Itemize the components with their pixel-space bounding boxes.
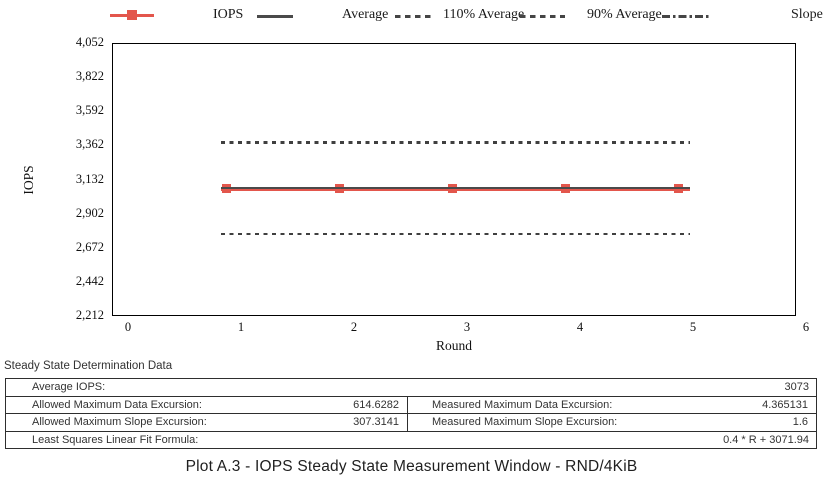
cell-value: 614.6282 <box>353 398 399 411</box>
110-average-line <box>220 141 690 144</box>
x-tick-label: 1 <box>237 320 245 334</box>
y-tick-label: 2,902 <box>75 205 104 220</box>
y-tick-label: 3,132 <box>75 171 104 186</box>
cell-value: 1.6 <box>792 416 808 428</box>
y-tick-label: 3,362 <box>75 137 104 152</box>
x-tick-label: 4 <box>576 320 584 334</box>
legend-label-iops: IOPS <box>213 7 244 22</box>
y-tick-label: 2,442 <box>75 273 104 288</box>
legend-line-110-average <box>520 15 565 18</box>
legend-label-average: Average <box>342 7 389 22</box>
cell-value: 4.365131 <box>762 398 808 411</box>
row-label: Least Squares Linear Fit Formula: <box>32 433 199 446</box>
cell-label: Allowed Maximum Slope Excursion: <box>32 416 207 428</box>
cell-label: Measured Maximum Data Excursion: <box>432 398 613 411</box>
90-average-line <box>220 232 690 236</box>
x-tick-label: 0 <box>124 320 132 334</box>
x-tick-label: 6 <box>802 320 810 334</box>
table-title: Steady State Determination Data <box>4 360 173 372</box>
steady-state-table: Average IOPS: 3073 Allowed Maximum Data … <box>5 378 817 449</box>
cell-label: Allowed Maximum Data Excursion: <box>32 398 202 411</box>
legend-label-slope: Slope <box>791 7 823 22</box>
table-cell-allowed-data-excursion: Allowed Maximum Data Excursion: 614.6282 <box>6 396 408 413</box>
x-tick-label: 3 <box>463 320 471 334</box>
cell-label: Measured Maximum Slope Excursion: <box>432 416 618 428</box>
table-row-slope-excursion: Allowed Maximum Slope Excursion: 307.314… <box>6 413 816 431</box>
y-tick-label: 2,672 <box>75 239 104 254</box>
row-value: 0.4 * R + 3071.94 <box>723 433 809 446</box>
iops-series-marker-sample <box>110 10 154 21</box>
iops-marker-square-icon <box>127 10 137 20</box>
legend-label-90-average: 90% Average <box>587 7 662 22</box>
x-tick-label: 2 <box>350 320 358 334</box>
y-tick-label: 3,592 <box>75 103 104 118</box>
plot-caption: Plot A.3 - IOPS Steady State Measurement… <box>185 458 638 475</box>
x-tick-label: 5 <box>689 320 697 334</box>
table-cell-allowed-slope-excursion: Allowed Maximum Slope Excursion: 307.314… <box>6 414 408 431</box>
y-tick-label: 3,822 <box>75 69 104 84</box>
table-row-data-excursion: Allowed Maximum Data Excursion: 614.6282… <box>6 395 816 414</box>
row-value: 3073 <box>784 381 809 393</box>
legend-line-average <box>395 15 432 18</box>
table-cell-measured-slope-excursion: Measured Maximum Slope Excursion: 1.6 <box>408 414 816 431</box>
average-line <box>220 186 690 190</box>
x-axis-title: Round <box>435 338 472 353</box>
plot-area <box>112 43 796 316</box>
y-tick-label: 4,052 <box>75 35 104 49</box>
table-cell-measured-data-excursion: Measured Maximum Data Excursion: 4.36513… <box>408 397 816 414</box>
table-row-linear-fit: Least Squares Linear Fit Formula: 0.4 * … <box>6 430 816 449</box>
cell-value: 307.3141 <box>353 416 399 428</box>
y-tick-label: 2,212 <box>75 308 104 322</box>
legend-line-iops <box>257 15 293 18</box>
row-label: Average IOPS: <box>32 381 106 393</box>
table-row-average-iops: Average IOPS: 3073 <box>6 379 816 396</box>
legend-label-110-average: 110% Average <box>443 7 525 22</box>
legend-line-90-average <box>662 15 710 18</box>
